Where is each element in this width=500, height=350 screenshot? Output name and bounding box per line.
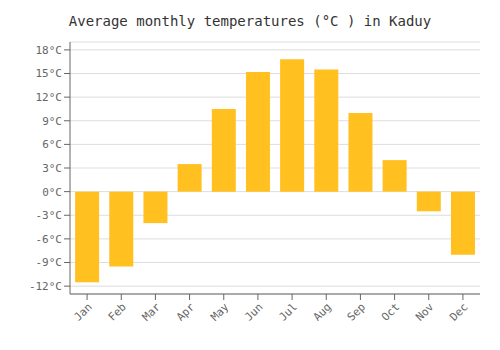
svg-text:Oct: Oct (379, 300, 402, 323)
svg-text:12°C: 12°C (36, 91, 63, 104)
svg-text:-3°C: -3°C (36, 209, 63, 222)
svg-text:3°C: 3°C (42, 162, 62, 175)
svg-text:Mar: Mar (140, 300, 164, 324)
svg-text:Dec: Dec (447, 300, 470, 323)
svg-text:Feb: Feb (106, 300, 129, 323)
svg-text:15°C: 15°C (36, 67, 63, 80)
svg-text:Jun: Jun (242, 300, 265, 323)
svg-text:Sep: Sep (345, 300, 368, 323)
svg-text:-9°C: -9°C (36, 256, 63, 269)
html-text:Average monthly temperatures (: Average monthly temperatures (°C ) in Ka… (68, 13, 432, 29)
svg-text:Nov: Nov (413, 300, 437, 324)
svg-text:9°C: 9°C (42, 115, 62, 128)
svg-text:Aug: Aug (311, 300, 334, 323)
svg-text:18°C: 18°C (36, 44, 63, 57)
svg-text:May: May (208, 300, 232, 324)
svg-text:0°C: 0°C (42, 186, 62, 199)
svg-text:Apr: Apr (174, 300, 198, 324)
svg-text:-6°C: -6°C (36, 233, 63, 246)
svg-text:Jul: Jul (276, 300, 299, 323)
svg-text:-12°C: -12°C (29, 280, 62, 293)
svg-text:Jan: Jan (71, 300, 94, 323)
svg-text:6°C: 6°C (42, 138, 62, 151)
